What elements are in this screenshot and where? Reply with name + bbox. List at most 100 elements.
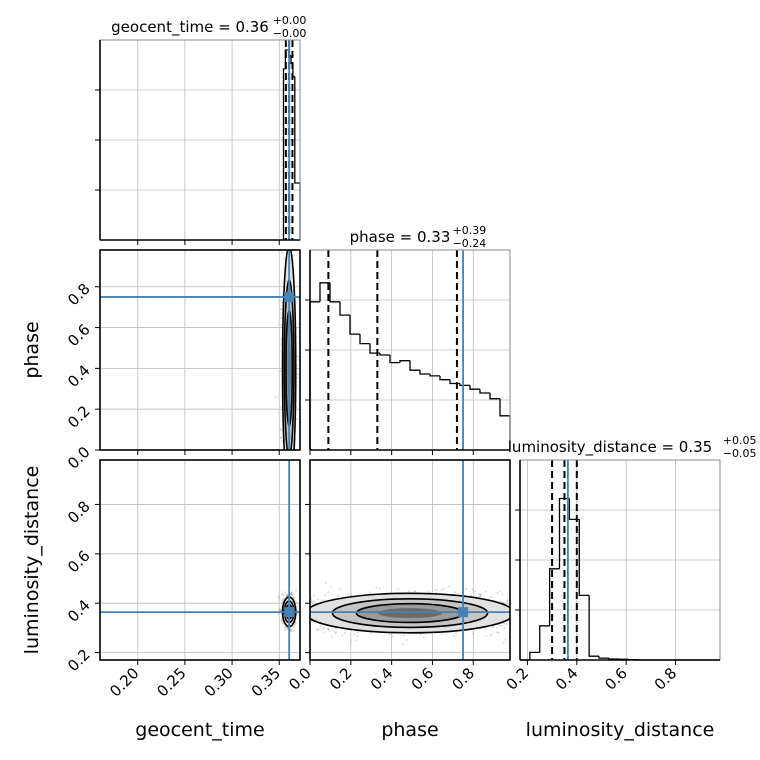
density-sample-point bbox=[327, 627, 329, 630]
density-sample-point bbox=[440, 633, 443, 635]
density-sample-point bbox=[286, 466, 288, 468]
density-sample-point bbox=[414, 590, 417, 593]
density-sample-point bbox=[292, 473, 294, 475]
x-tick-label: 0.8 bbox=[448, 664, 478, 694]
y-tick-label: 0.2 bbox=[64, 646, 94, 676]
histogram-bin bbox=[479, 389, 490, 394]
histogram-bin bbox=[588, 595, 600, 657]
density-sample-point bbox=[440, 589, 443, 592]
x-tick-label: 0.35 bbox=[248, 664, 284, 700]
density-sample-point bbox=[295, 487, 297, 489]
marginal-title-minus: −0.00 bbox=[273, 27, 307, 40]
marginal-title-plus: +0.05 bbox=[723, 434, 757, 447]
density-sample-point bbox=[280, 609, 282, 612]
density-sample-point bbox=[284, 591, 287, 594]
density-sample-point bbox=[285, 453, 287, 455]
density-sample-point bbox=[287, 495, 289, 497]
histogram-bin bbox=[558, 497, 570, 569]
density-sample-point bbox=[293, 629, 295, 632]
density-sample-point bbox=[485, 634, 488, 637]
density-sample-point bbox=[293, 243, 295, 245]
density-sample-point bbox=[347, 593, 350, 595]
density-sample-point bbox=[484, 590, 487, 593]
density-sample-point bbox=[280, 314, 282, 317]
density-sample-point bbox=[291, 192, 293, 194]
histogram-bin bbox=[339, 301, 350, 316]
histogram-bin bbox=[309, 301, 320, 450]
histogram-bin bbox=[359, 334, 370, 345]
density-sample-point bbox=[369, 632, 372, 634]
density-sample-point bbox=[285, 628, 287, 631]
density-sample-point bbox=[281, 622, 284, 625]
density-sample-point bbox=[334, 631, 336, 633]
marginal-title-luminosity_distance: luminosity_distance = 0.35 bbox=[508, 438, 712, 457]
density-sample-point bbox=[293, 461, 295, 463]
density-sample-point bbox=[288, 455, 290, 457]
x-axis-label-phase: phase bbox=[381, 719, 438, 741]
density-sample-point bbox=[280, 405, 283, 408]
density-sample-point bbox=[293, 592, 295, 595]
density-sample-point bbox=[280, 316, 282, 319]
density-sample-point bbox=[282, 592, 285, 595]
density-sample-point bbox=[280, 323, 283, 326]
histogram-bin bbox=[369, 343, 380, 354]
histogram-bin bbox=[548, 568, 560, 626]
y-tick-label: 0.8 bbox=[64, 497, 94, 527]
density-sample-point bbox=[285, 515, 287, 517]
density-sample-point bbox=[279, 437, 282, 439]
density-sample-point bbox=[293, 464, 295, 466]
density-sample-point bbox=[286, 595, 288, 597]
y-tick-label: 0.6 bbox=[64, 547, 94, 577]
density-sample-point bbox=[285, 213, 287, 215]
density-sample-point bbox=[330, 585, 333, 588]
x-tick-label: 0.4 bbox=[367, 664, 397, 694]
density-sample-point bbox=[287, 456, 289, 458]
density-sample-point bbox=[406, 639, 408, 642]
density-sample-point bbox=[290, 628, 293, 631]
density-sample-point bbox=[324, 594, 327, 597]
x-tick-label: 0.6 bbox=[601, 664, 631, 694]
histogram-bin bbox=[439, 375, 450, 381]
density-sample-point bbox=[282, 599, 284, 602]
density-sample-point bbox=[331, 636, 333, 638]
density-sample-point bbox=[500, 624, 502, 627]
density-sample-point bbox=[280, 618, 283, 620]
histogram-bin bbox=[349, 315, 360, 335]
histogram-bin bbox=[294, 76, 297, 184]
density-sample-point bbox=[295, 464, 297, 466]
panel-frame bbox=[99, 249, 301, 451]
density-level-fill bbox=[378, 608, 442, 619]
density-sample-point bbox=[285, 491, 287, 493]
density-sample-point bbox=[291, 501, 293, 503]
density-sample-point bbox=[282, 257, 285, 260]
density-sample-point bbox=[327, 628, 330, 631]
x-tick-label: 0.2 bbox=[326, 664, 356, 694]
density-sample-point bbox=[281, 469, 283, 471]
density-sample-point bbox=[286, 627, 289, 629]
density-sample-point bbox=[277, 612, 280, 615]
density-sample-point bbox=[357, 631, 359, 634]
histogram-bin bbox=[449, 379, 460, 385]
density-sample-point bbox=[290, 591, 293, 593]
density-sample-point bbox=[277, 595, 280, 598]
density-sample-point bbox=[293, 624, 296, 627]
density-sample-point bbox=[350, 593, 353, 596]
density-sample-point bbox=[402, 643, 405, 646]
marginal-title-minus: −0.05 bbox=[723, 447, 757, 460]
density-sample-point bbox=[310, 620, 313, 623]
density-sample-point bbox=[323, 626, 325, 629]
density-sample-point bbox=[285, 593, 288, 596]
density-sample-point bbox=[325, 582, 327, 584]
density-sample-point bbox=[310, 597, 313, 599]
density-sample-point bbox=[294, 621, 297, 623]
density-sample-point bbox=[286, 474, 288, 476]
density-sample-point bbox=[317, 629, 320, 631]
x-axis-label-luminosity_distance: luminosity_distance bbox=[526, 719, 715, 741]
density-sample-point bbox=[499, 600, 501, 603]
marginal-title-geocent_time: geocent_time = 0.36 bbox=[111, 18, 269, 37]
density-sample-point bbox=[327, 591, 330, 594]
density-sample-point bbox=[281, 600, 284, 602]
density-sample-point bbox=[294, 578, 296, 580]
density-sample-point bbox=[337, 594, 339, 597]
